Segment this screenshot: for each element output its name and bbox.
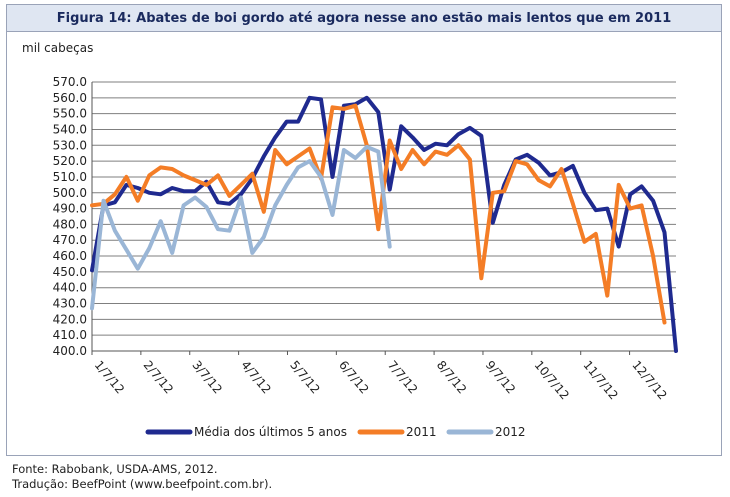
source-note: Fonte: Rabobank, USDA-AMS, 2012. bbox=[12, 462, 218, 476]
y-tick-label: 510.0 bbox=[53, 170, 87, 184]
x-tick-label: 1/7/12 bbox=[92, 358, 128, 397]
y-tick-label: 460.0 bbox=[53, 249, 87, 263]
y-tick-label: 560.0 bbox=[53, 91, 87, 105]
y-tick-label: 420.0 bbox=[53, 312, 87, 326]
legend-label: Média dos últimos 5 anos bbox=[194, 425, 347, 439]
x-tick-labels: 1/7/12 2/7/12 3/7/12 4/7/12 5/7/12 6/7/12 7/7/… bbox=[92, 358, 670, 402]
legend-label: 2012 bbox=[495, 425, 526, 439]
figure-title-bar: Figura 14: Abates de boi gordo até agora… bbox=[7, 5, 721, 32]
x-tick-label: 2/7/12 bbox=[141, 358, 177, 397]
y-tick-label: 480.0 bbox=[53, 217, 87, 231]
x-tick-label: 5/7/12 bbox=[287, 358, 323, 397]
figure-title: Figura 14: Abates de boi gordo até agora… bbox=[56, 10, 672, 26]
x-tick-label: 4/7/12 bbox=[238, 358, 274, 397]
y-tick-label: 410.0 bbox=[53, 328, 87, 342]
x-tick-label: 6/7/12 bbox=[336, 358, 372, 397]
series-line bbox=[90, 144, 392, 311]
y-tick-label: 540.0 bbox=[53, 122, 87, 136]
y-tick-label: 430.0 bbox=[53, 297, 87, 311]
y-tick-label: 520.0 bbox=[53, 154, 87, 168]
series-lines bbox=[90, 95, 678, 353]
y-tick-label: 570.0 bbox=[53, 75, 87, 89]
x-tick-label: 11/7/12 bbox=[580, 358, 620, 402]
y-tick-label: 490.0 bbox=[53, 202, 87, 216]
y-tick-label: 450.0 bbox=[53, 265, 87, 279]
y-tick-label: 550.0 bbox=[53, 107, 87, 121]
x-tick-label: 10/7/12 bbox=[532, 358, 572, 402]
x-tick-label: 7/7/12 bbox=[385, 358, 421, 397]
series-line bbox=[90, 103, 667, 325]
x-tick-label: 8/7/12 bbox=[434, 358, 470, 397]
y-tick-label: 500.0 bbox=[53, 186, 87, 200]
y-tick-label: 530.0 bbox=[53, 138, 87, 152]
series-line bbox=[90, 95, 678, 353]
legend: Média dos últimos 5 anos 2011 2012 bbox=[145, 425, 526, 439]
translation-note: Tradução: BeefPoint (www.beefpoint.com.b… bbox=[12, 477, 273, 491]
x-tick-label: 12/7/12 bbox=[629, 358, 669, 402]
x-tick-label: 3/7/12 bbox=[189, 358, 225, 397]
y-axis-unit-label: mil cabeças bbox=[22, 41, 94, 55]
figure-frame: Figura 14: Abates de boi gordo até agora… bbox=[6, 4, 722, 456]
footer: Fonte: Rabobank, USDA-AMS, 2012. Traduçã… bbox=[12, 462, 272, 492]
y-tick-label: 400.0 bbox=[53, 344, 87, 358]
legend-label: 2011 bbox=[406, 425, 437, 439]
y-tick-label: 470.0 bbox=[53, 233, 87, 247]
x-tick-label: 9/7/12 bbox=[483, 358, 519, 397]
y-tick-label: 440.0 bbox=[53, 281, 87, 295]
